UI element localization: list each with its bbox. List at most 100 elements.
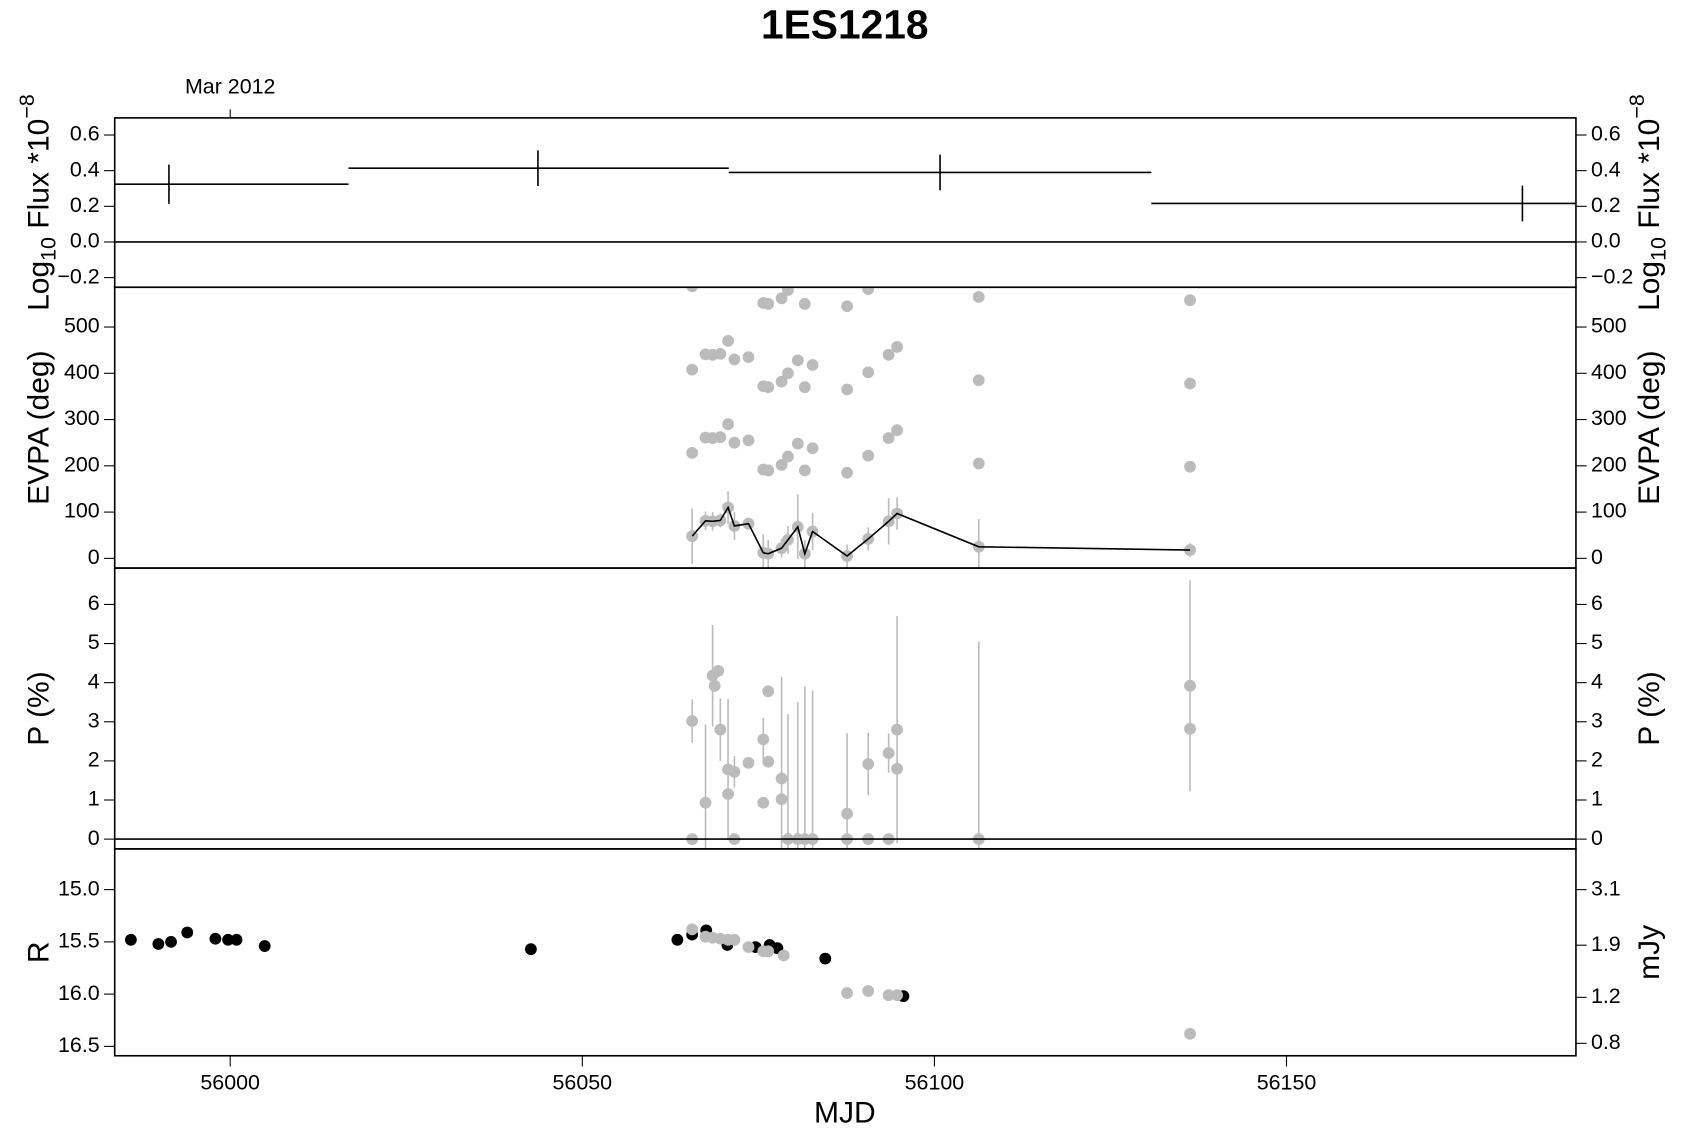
y-tick-label: −0.2 xyxy=(57,264,99,288)
point xyxy=(1184,377,1196,390)
point xyxy=(722,418,734,431)
plot-area xyxy=(686,258,1196,569)
point xyxy=(209,932,222,945)
point xyxy=(714,265,726,277)
point xyxy=(798,381,811,394)
point xyxy=(686,715,699,727)
y-tick-label: 0.4 xyxy=(70,157,100,181)
point xyxy=(762,298,775,310)
point xyxy=(757,796,770,809)
y2-tick-label: 6 xyxy=(1591,591,1603,615)
x-tick-label: 56050 xyxy=(553,1070,613,1094)
point xyxy=(791,354,804,367)
y2-tick-label: 1.9 xyxy=(1591,932,1621,956)
point xyxy=(714,431,727,444)
y2-tick-label: 300 xyxy=(1591,406,1627,430)
point xyxy=(1184,460,1196,473)
y2-tick-label: 400 xyxy=(1591,360,1627,384)
point xyxy=(742,756,755,769)
y-tick-label: 400 xyxy=(64,360,100,384)
point xyxy=(883,266,895,278)
point xyxy=(762,945,775,958)
point xyxy=(757,733,770,746)
point xyxy=(707,266,719,278)
y2-tick-label: 3 xyxy=(1591,708,1603,732)
top-x-tick-label: Mar 2012 xyxy=(185,75,276,99)
y-axis-label-part: Log xyxy=(1633,261,1666,311)
point xyxy=(775,772,788,785)
point xyxy=(125,933,137,946)
point xyxy=(699,796,712,809)
point xyxy=(972,374,985,387)
y-axis-label: P (%) xyxy=(1633,671,1666,745)
y-axis-label-part: 10 xyxy=(1646,237,1670,261)
point xyxy=(841,383,853,396)
point xyxy=(791,437,804,450)
point xyxy=(230,933,243,946)
point xyxy=(891,989,903,1002)
point xyxy=(882,432,895,444)
point xyxy=(686,923,699,936)
point xyxy=(742,351,755,364)
point xyxy=(841,987,853,999)
point xyxy=(972,457,985,470)
y2-tick-label: 0.4 xyxy=(1591,157,1621,181)
point xyxy=(862,758,875,770)
point xyxy=(729,270,741,282)
point xyxy=(762,685,775,698)
y-axis-label-part: Log xyxy=(23,261,56,311)
y2-tick-label: 100 xyxy=(1591,499,1627,523)
y-tick-label: 200 xyxy=(64,452,100,476)
point xyxy=(181,926,194,939)
panel-frame xyxy=(113,286,1577,569)
point xyxy=(862,985,875,997)
y-axis-label: EVPA (deg) xyxy=(1633,350,1666,505)
point xyxy=(722,335,734,347)
point xyxy=(775,793,788,806)
y-tick-label: 100 xyxy=(64,499,100,523)
point xyxy=(728,933,741,946)
point xyxy=(728,436,741,449)
y-axis-label-part: 10 xyxy=(36,237,60,261)
point xyxy=(152,938,165,950)
point xyxy=(972,291,985,303)
point xyxy=(1184,294,1196,307)
point xyxy=(686,363,699,376)
point xyxy=(762,381,775,394)
y-tick-label: 15.0 xyxy=(58,876,100,900)
point xyxy=(782,287,794,296)
y-axis-label: R xyxy=(23,941,56,963)
point xyxy=(882,989,895,1002)
point xyxy=(686,446,699,459)
point xyxy=(841,300,853,313)
y2-tick-label: 1.2 xyxy=(1591,984,1621,1008)
y2-tick-label: 4 xyxy=(1591,669,1603,693)
chart-title: 1ES1218 xyxy=(761,2,929,48)
y-axis-label-part: Flux *10 xyxy=(1633,119,1666,237)
y2-tick-label: 0.0 xyxy=(1591,229,1621,253)
point xyxy=(882,747,895,759)
y-axis-label: EVPA (deg) xyxy=(23,350,56,505)
point xyxy=(882,348,895,361)
y2-tick-label: 1 xyxy=(1591,787,1603,811)
point xyxy=(891,341,903,353)
point xyxy=(862,287,875,295)
point xyxy=(1184,722,1196,735)
point xyxy=(777,949,790,962)
y-axis-label: Log10 Flux *10−8 xyxy=(1625,94,1670,311)
y-tick-label: 16.0 xyxy=(58,981,100,1005)
point xyxy=(686,287,698,293)
point xyxy=(841,807,853,820)
y-tick-label: 0.0 xyxy=(70,229,100,253)
y-axis-label: Log10 Flux *10−8 xyxy=(15,94,60,311)
point xyxy=(792,271,804,283)
point xyxy=(891,258,903,270)
point xyxy=(525,943,537,956)
point xyxy=(798,298,811,310)
y-tick-label: 6 xyxy=(88,591,100,615)
line xyxy=(691,505,1191,558)
y-tick-label: 15.5 xyxy=(58,929,100,953)
point xyxy=(862,366,875,379)
y-axis-label-part: Flux *10 xyxy=(23,119,56,237)
